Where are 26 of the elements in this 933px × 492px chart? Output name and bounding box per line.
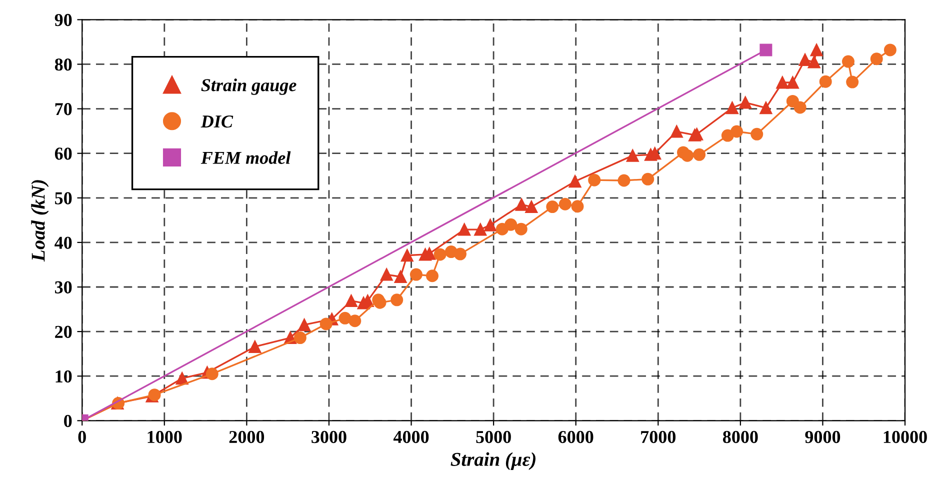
x-tick-label: 0 bbox=[78, 430, 86, 444]
y-tick-label: 40 bbox=[54, 236, 72, 249]
legend-label: FEM model bbox=[200, 151, 291, 164]
x-tick-label: 5000 bbox=[476, 430, 511, 444]
y-tick-label: 90 bbox=[54, 14, 72, 26]
x-tick-label: 10000 bbox=[884, 430, 927, 444]
y-tick-label: 50 bbox=[55, 192, 72, 204]
y-tick-label: 10 bbox=[56, 370, 72, 383]
y-tick-label: 70 bbox=[55, 103, 72, 116]
y-tick-label: 20 bbox=[55, 326, 72, 338]
legend-label: Strain gauge bbox=[201, 78, 296, 95]
x-tick-label: 1000 bbox=[148, 430, 182, 444]
x-tick-label: 4000 bbox=[393, 430, 429, 444]
x-tick-label: 3000 bbox=[312, 430, 346, 444]
y-tick-label: 60 bbox=[54, 148, 72, 160]
x-tick-label: 6000 bbox=[558, 430, 594, 444]
y-tick-label: 0 bbox=[64, 414, 72, 428]
y-axis-title: Load (kN) bbox=[31, 180, 49, 262]
legend-label: DIC bbox=[200, 115, 234, 128]
y-tick-label: 80 bbox=[54, 58, 72, 71]
x-tick-label: 8000 bbox=[722, 430, 758, 444]
x-tick-label: 7000 bbox=[641, 430, 676, 444]
x-tick-label: 9000 bbox=[805, 430, 840, 444]
x-axis-title: Strain (με) bbox=[450, 452, 536, 470]
y-tick-label: 30 bbox=[55, 281, 72, 294]
x-tick-label: 2000 bbox=[229, 430, 264, 444]
